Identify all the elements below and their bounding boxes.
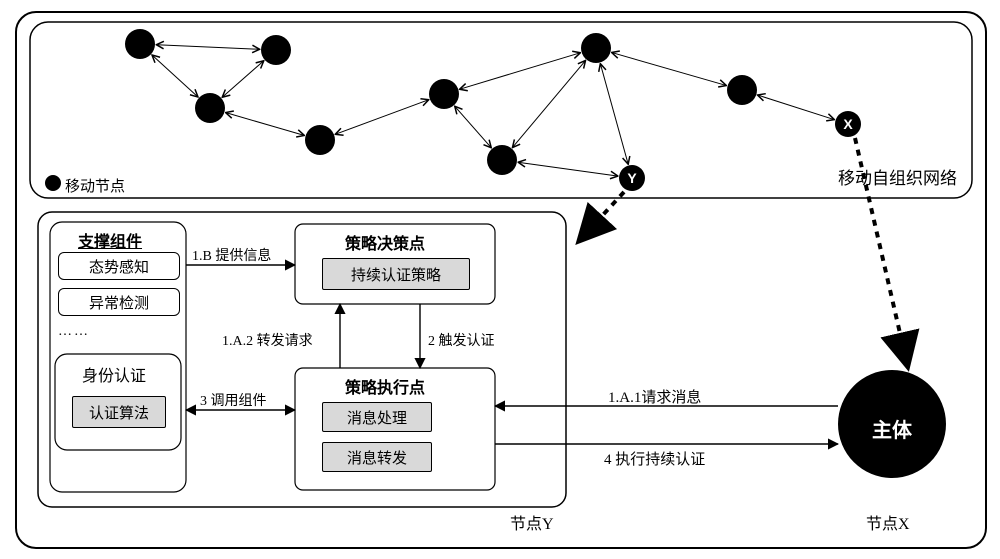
svg-text:Y: Y [627,170,637,186]
support-item-1: 异常检测 [58,288,180,316]
pep-msg-0: 消息处理 [322,402,432,432]
pep-msg-1: 消息转发 [322,442,432,472]
network-label: 移动自组织网络 [838,164,957,189]
subject-label: 主体 [872,414,912,443]
arrow-label-1A1: 1.A.1请求消息 [608,386,701,407]
arrow-label-1B: 1.B 提供信息 [192,245,271,265]
node-x-label: 节点X [866,510,910,534]
support-dots: …… [58,324,90,340]
legend-mobile-node: 移动节点 [65,175,125,196]
auth-title: 身份认证 [82,362,146,386]
auth-alg: 认证算法 [72,396,166,428]
support-item-0: 态势感知 [58,252,180,280]
node-y-label: 节点Y [510,510,554,534]
pdp-policy: 持续认证策略 [322,258,470,290]
support-title: 支撑组件 [78,228,142,252]
arrow-label-3: 3 调用组件 [200,390,267,410]
arrow-label-1A2: 1.A.2 转发请求 [222,330,313,350]
pep-title: 策略执行点 [345,374,425,398]
arrow-label-2: 2 触发认证 [428,330,495,350]
arrow-label-4: 4 执行持续认证 [604,448,705,469]
svg-text:X: X [843,116,853,132]
pdp-title: 策略决策点 [345,230,425,254]
